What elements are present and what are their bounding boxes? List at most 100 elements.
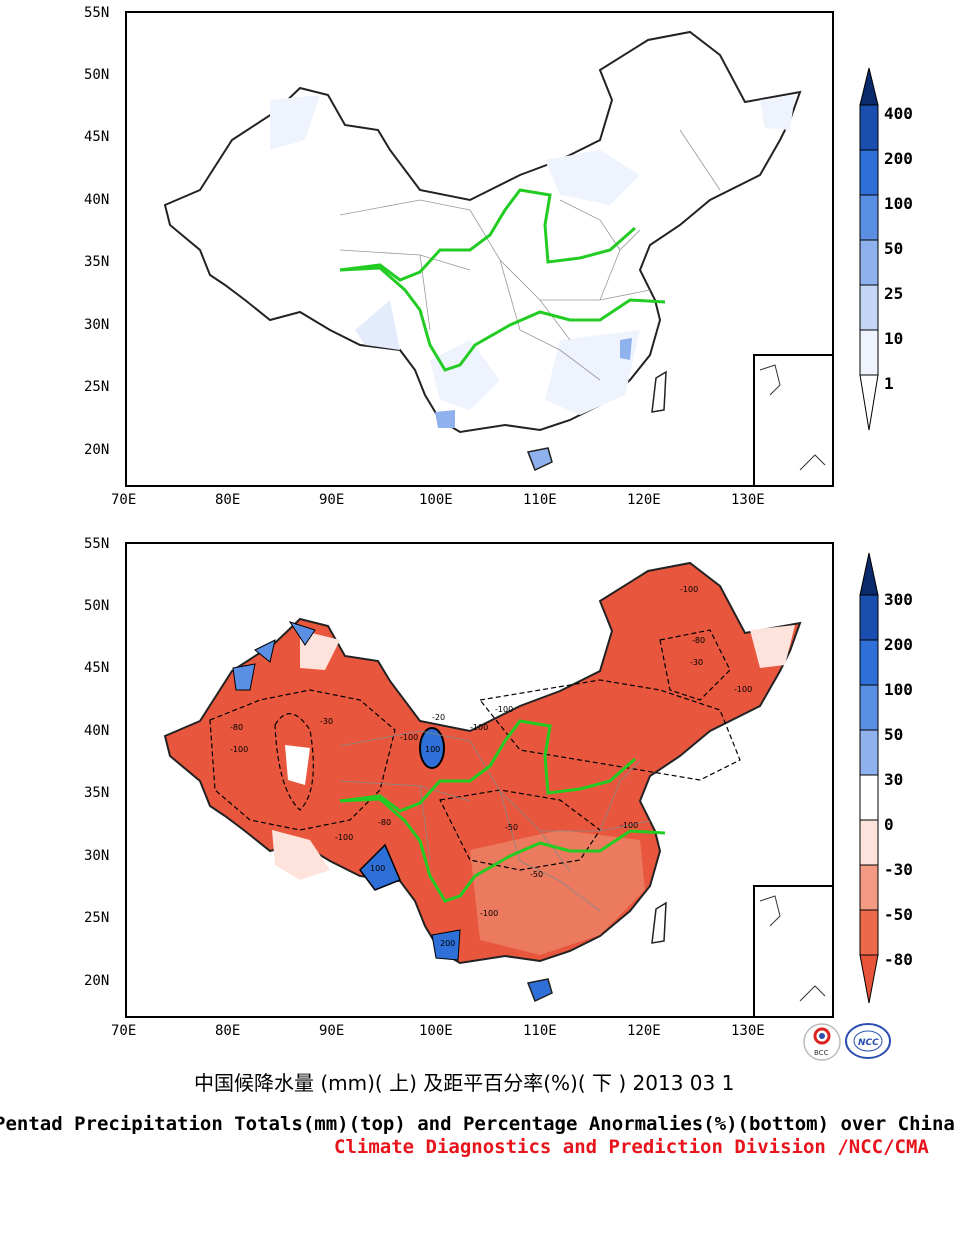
- bottom-yangtze-river: [339, 797, 666, 903]
- top-inset-coast: [759, 364, 826, 471]
- bottom-colorbar-seg: [859, 594, 879, 641]
- top-colorbar-label: 1: [884, 374, 894, 393]
- bottom-lon-label: 70E: [111, 1023, 136, 1039]
- top-colorbar-label: 10: [884, 329, 903, 348]
- top-lat-label: 25N: [84, 379, 109, 395]
- bottom-contour-label: -80: [378, 818, 391, 827]
- top-colorbar-bottom-arrow: [859, 374, 879, 431]
- top-colorbar-label: 25: [884, 284, 903, 303]
- bottom-taiwan: [651, 901, 667, 944]
- top-taiwan: [651, 370, 667, 413]
- bottom-positive-anomaly: [232, 663, 256, 691]
- bottom-colorbar-seg: [859, 864, 879, 911]
- top-precip-patch: [430, 340, 500, 410]
- bottom-hainan: [526, 978, 553, 1003]
- bottom-map: -100 -100 -80 -30 -100 100 -100 -100 -50…: [84, 536, 834, 1039]
- bottom-positive-anomaly: [431, 929, 461, 961]
- bottom-inset-coast: [759, 895, 826, 1002]
- bottom-colorbar-bottom-arrow: [859, 954, 879, 1004]
- top-precip-patch: [620, 338, 632, 360]
- bottom-positive-anomaly: [419, 727, 445, 769]
- bottom-contour-label: 200: [440, 939, 455, 948]
- bottom-contour-label: -100: [470, 723, 488, 732]
- top-yangtze-river: [339, 266, 666, 372]
- bottom-colorbar-label: 50: [884, 725, 903, 744]
- top-lon-label: 120E: [627, 492, 661, 508]
- top-hainan: [526, 447, 553, 472]
- top-map: 55N 50N 45N 40N 35N 30N 25N 20N 70E 80E …: [84, 5, 834, 508]
- top-precip-patch: [270, 95, 320, 150]
- bcc-logo-text: BCC: [814, 1049, 829, 1057]
- title-english: Pentad Precipitation Totals(mm)(top) and…: [0, 1113, 955, 1135]
- bottom-contour-label: -100: [680, 585, 698, 594]
- bottom-colorbar-seg: [859, 639, 879, 686]
- top-lon-label: 90E: [319, 492, 344, 508]
- top-lon-label: 70E: [111, 492, 136, 508]
- bottom-contour-label: -80: [230, 723, 243, 732]
- bottom-anomaly-zone: [272, 830, 330, 880]
- top-lon-label: 110E: [523, 492, 557, 508]
- top-inset-south-china-sea: [753, 354, 834, 487]
- top-lat-label: 50N: [84, 67, 109, 83]
- top-lat-label: 40N: [84, 192, 109, 208]
- bottom-colorbar-seg: [859, 909, 879, 956]
- top-yellow-river: [339, 188, 636, 282]
- bottom-anomaly-zone: [300, 630, 340, 670]
- bottom-colorbar-top-arrow: [859, 552, 879, 596]
- bottom-colorbar-label: -80: [884, 950, 913, 969]
- top-lon-label: 100E: [419, 492, 453, 508]
- bottom-contour-label: -20: [432, 713, 445, 722]
- top-colorbar-seg: [859, 284, 879, 331]
- top-lon-label: 130E: [731, 492, 765, 508]
- bottom-lon-label: 130E: [731, 1023, 765, 1039]
- bottom-colorbar-label: 0: [884, 815, 894, 834]
- bottom-colorbar-label: -50: [884, 905, 913, 924]
- bottom-contour-label: 100: [370, 864, 385, 873]
- top-colorbar-top-arrow: [859, 67, 879, 106]
- top-colorbar-label: 50: [884, 239, 903, 258]
- top-lat-label: 35N: [84, 254, 109, 270]
- bottom-colorbar-label: 200: [884, 635, 913, 654]
- bottom-lat-label: 35N: [84, 785, 109, 801]
- top-lat-label: 20N: [84, 442, 109, 458]
- bottom-contour-label: -100: [734, 685, 752, 694]
- top-colorbar-seg: [859, 329, 879, 376]
- bottom-positive-anomaly: [288, 621, 316, 646]
- bottom-lat-label: 25N: [84, 910, 109, 926]
- top-lat-label: 45N: [84, 129, 109, 145]
- bcc-logo: BCC: [803, 1023, 841, 1061]
- top-colorbar-seg: [859, 104, 879, 151]
- top-lon-label: 80E: [215, 492, 240, 508]
- top-precip-patch: [435, 410, 455, 428]
- title-chinese: 中国候降水量 (mm)( 上) 及距平百分率(%)( 下 ) 2013 03 1: [194, 1071, 734, 1095]
- bottom-lon-label: 80E: [215, 1023, 240, 1039]
- bottom-province-lines: [339, 730, 651, 912]
- top-precip-patch: [545, 330, 640, 415]
- bottom-colorbar-seg: [859, 729, 879, 776]
- bottom-yellow-river: [339, 719, 636, 813]
- bottom-colorbar: 300 200 100 50 30 0 -30 -50 -80: [859, 552, 913, 1004]
- bottom-contour-label: -100: [495, 705, 513, 714]
- top-colorbar-label: 200: [884, 149, 913, 168]
- top-precip-patch: [355, 300, 400, 350]
- bottom-contour-label: -100: [400, 733, 418, 742]
- top-colorbar: 400 200 100 50 25 10 1: [859, 67, 913, 431]
- bottom-contour-lines: [209, 629, 741, 871]
- bottom-contour-label: -50: [505, 823, 518, 832]
- bottom-lat-label: 45N: [84, 660, 109, 676]
- bottom-positive-anomaly: [254, 639, 276, 663]
- bottom-lon-label: 90E: [319, 1023, 344, 1039]
- bottom-contour-label: -100: [480, 909, 498, 918]
- bottom-colorbar-seg: [859, 684, 879, 731]
- bottom-contour-label: -30: [320, 717, 333, 726]
- bottom-contour-label: -30: [690, 658, 703, 667]
- top-colorbar-label: 100: [884, 194, 913, 213]
- top-colorbar-seg: [859, 194, 879, 241]
- top-precip-patch: [760, 95, 795, 130]
- bottom-lat-label: 30N: [84, 848, 109, 864]
- title-credit: Climate Diagnostics and Prediction Divis…: [334, 1136, 929, 1158]
- bottom-contour-label: -100: [230, 745, 248, 754]
- top-china-outline: [163, 30, 802, 434]
- top-lat-label: 55N: [84, 5, 109, 21]
